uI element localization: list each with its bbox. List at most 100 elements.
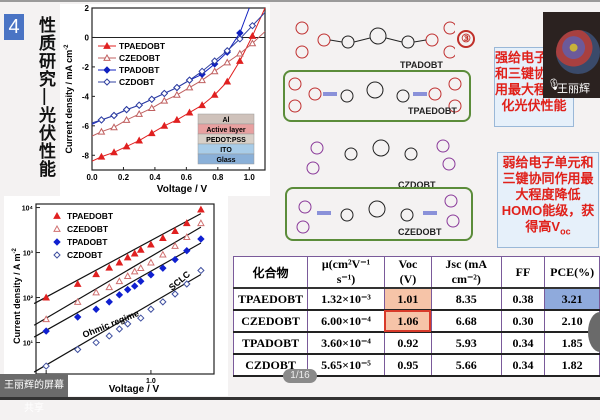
jv-point-czedobt (173, 90, 181, 98)
sclc-point-czedobt (42, 315, 51, 323)
jv-point-czedobt (185, 83, 194, 91)
header-ff: FF (500, 256, 546, 289)
sclc-point-czdobt (92, 338, 100, 347)
sclc-point-tpadobt (183, 246, 191, 255)
jv-chart-panel: 0.0 0.2 0.4 0.6 0.8 1.0 2 0 -2 -4 -6 -8 TPAEDOBT CZE… (60, 4, 270, 196)
jv-point-tpaedobt (135, 136, 144, 144)
jv-point-czdobt (148, 95, 156, 104)
jv-point-tpaedobt (160, 121, 169, 129)
jv-legend-label: CZEDOBT (119, 53, 161, 63)
circle-number-3: ③ (457, 30, 475, 48)
jv-point-czdobt (185, 76, 194, 84)
jv-point-czedobt (135, 110, 144, 117)
sclc-point-czedobt (171, 241, 179, 249)
jv-ytick-label: -2 (82, 63, 90, 72)
device-layer-label: Active layer (206, 127, 246, 134)
sclc-point-czdobt (115, 325, 124, 333)
next-slide-button[interactable] (588, 312, 600, 352)
jv-legend-marker (103, 41, 111, 49)
sclc-legend-label: CZEDOBT (67, 224, 109, 234)
sclc-point-tpadobt (73, 313, 82, 321)
label-tpaedobt: TPAEDOBT (408, 106, 457, 116)
page-indicator[interactable]: 1/16 (283, 369, 317, 383)
cell-voc: 1.06 (383, 309, 432, 333)
jv-line-tpadobt (91, 7, 250, 125)
cell-ff: 0.34 (500, 353, 546, 377)
jv-point-tpadobt (236, 29, 244, 37)
sclc-point-tpaedobt (42, 293, 51, 301)
structure-box-czedobt (285, 187, 473, 241)
cell-jsc: 5.66 (430, 353, 502, 377)
device-layer-label: Glass (216, 157, 235, 164)
cell-ff: 0.30 (500, 309, 546, 333)
sclc-point-tpadobt (130, 282, 139, 290)
cell-voc: 0.95 (383, 353, 432, 377)
cell-jsc: 6.68 (430, 309, 502, 333)
jv-xtick-label: 0.4 (149, 173, 161, 182)
jv-point-tpaedobt (173, 115, 181, 123)
annotation-sclc: SCLC (167, 269, 193, 293)
microphone-icon[interactable]: 🎙 (547, 79, 561, 91)
cell-voc: 0.92 (383, 331, 432, 355)
jv-point-tpaedobt (223, 77, 232, 85)
presenter-avatar (556, 30, 600, 74)
jv-legend-label: CZDOBT (119, 77, 155, 87)
jv-point-tpaedobt (210, 90, 219, 98)
sclc-xtick-label: 1.0 (146, 378, 156, 385)
jv-plot-frame (91, 7, 266, 171)
sclc-point-tpadobt (197, 235, 205, 243)
jv-point-czdobt (210, 57, 219, 65)
slide-vertical-title: 性质研究—光伏性能 (36, 16, 55, 178)
sclc-fit-czdobt (33, 273, 202, 373)
jv-point-czdobt (110, 111, 118, 120)
jv-legend-marker (103, 53, 111, 61)
header-pce: PCE(%) (544, 256, 600, 289)
jv-point-czedobt (160, 96, 169, 104)
sclc-point-tpaedobt (73, 279, 82, 287)
label-czdobt: CZDOBT (398, 180, 436, 190)
sclc-point-tpaedobt (171, 227, 179, 234)
cell-pce: 1.82 (544, 353, 600, 377)
jv-xtick-label: 0.0 (86, 173, 98, 182)
cell-mobility: 3.60×10⁻⁴ (307, 331, 385, 355)
sclc-point-czdobt (137, 314, 145, 322)
sclc-point-tpaedobt (105, 263, 114, 271)
sclc-legend-marker (53, 238, 61, 246)
cell-jsc: 5.93 (430, 331, 502, 355)
jv-point-tpaedobt (198, 101, 206, 109)
sclc-plot-frame (35, 203, 215, 375)
jv-ytick-label: 2 (85, 4, 90, 13)
sclc-point-tpaedobt (147, 240, 155, 248)
jv-point-czdobt (97, 116, 106, 124)
sclc-point-tpadobt (105, 298, 113, 306)
sclc-legend-label: TPAEDOBT (67, 211, 114, 221)
cell-pce: 3.21 (544, 287, 600, 311)
jv-point-czdobt (135, 101, 143, 109)
sclc-point-tpadobt (42, 327, 50, 335)
jv-point-czdobt (198, 67, 206, 76)
screen-share-label[interactable]: 王丽辉的屏幕共享 (0, 374, 68, 414)
cell-mobility: 6.00×10⁻⁴ (307, 309, 385, 333)
jv-ylabel: Current density / mA cm-2 (64, 44, 74, 154)
jv-point-tpaedobt (147, 129, 156, 137)
sclc-legend-label: CZDOBT (67, 250, 103, 260)
structure-czdobt (295, 132, 465, 180)
callout-voc-sub: oc (560, 226, 571, 237)
sclc-point-czdobt (183, 280, 191, 288)
sclc-point-tpadobt (159, 264, 167, 272)
jv-point-tpaedobt (248, 31, 257, 39)
cell-jsc: 8.35 (430, 287, 502, 311)
sclc-legend-marker (53, 211, 61, 219)
callout-weak-donor: 弱给电子单元和三键协同作用最大程度降低HOMO能级，获得高Voc (497, 152, 599, 248)
presenter-video[interactable]: 🎙 王丽辉 (543, 12, 600, 98)
jv-xtick-label: 0.8 (212, 173, 224, 182)
sclc-point-czedobt (115, 277, 124, 285)
device-layer-label: Al (223, 117, 230, 124)
jv-point-czdobt (160, 89, 169, 98)
header-voc: Voc (V) (383, 256, 432, 289)
jv-point-czedobt (97, 127, 106, 135)
sclc-point-czdobt (159, 298, 167, 306)
sclc-point-czdobt (171, 290, 179, 298)
sclc-point-czedobt (182, 233, 191, 241)
